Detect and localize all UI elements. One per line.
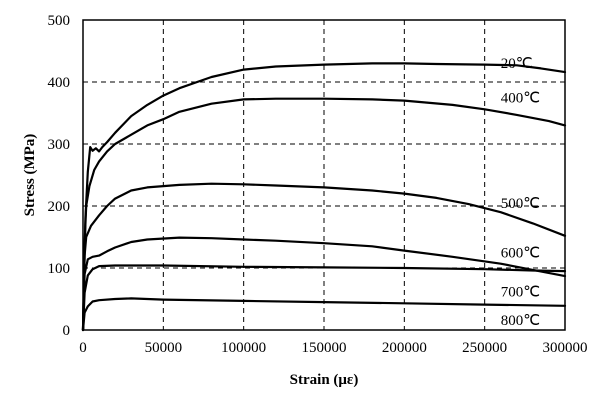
- x-tick-label: 300000: [543, 340, 588, 356]
- series-label: 500℃: [501, 196, 540, 212]
- series-label: 700℃: [501, 285, 540, 301]
- y-tick-label: 200: [48, 199, 71, 215]
- y-axis-title: Stress (MPa): [22, 134, 38, 217]
- curves: [81, 62, 567, 332]
- x-tick-label: 200000: [382, 340, 427, 356]
- series-line: [81, 182, 567, 332]
- series-line: [81, 97, 567, 332]
- x-tick-label: 150000: [302, 340, 347, 356]
- series-line: [81, 62, 567, 332]
- x-tick-label: 50000: [145, 340, 183, 356]
- y-tick-label: 100: [48, 261, 71, 277]
- x-tick-label: 100000: [221, 340, 266, 356]
- y-tick-label: 0: [63, 323, 71, 339]
- curve-labels: 20℃ 400℃ 500℃ 600℃ 700℃ 800℃: [501, 56, 540, 329]
- series-label: 20℃: [501, 56, 533, 72]
- y-tick-label: 300: [48, 137, 71, 153]
- y-tick-label: 400: [48, 75, 71, 91]
- series-line: [81, 264, 567, 332]
- x-tick-label: 0: [79, 340, 87, 356]
- tick-labels: 0 50000 100000 150000 200000 250000 300000 0 100…: [48, 13, 588, 356]
- series-label: 800℃: [501, 313, 540, 329]
- plot-area-frame: [82, 19, 566, 331]
- x-axis-title: Strain (με): [290, 372, 359, 388]
- series-label: 600℃: [501, 246, 540, 262]
- x-tick-label: 250000: [462, 340, 507, 356]
- series-line: [81, 297, 567, 332]
- grid-lines: [83, 20, 565, 330]
- series-label: 400℃: [501, 91, 540, 107]
- y-tick-label: 500: [48, 13, 71, 29]
- series-line: [81, 236, 567, 332]
